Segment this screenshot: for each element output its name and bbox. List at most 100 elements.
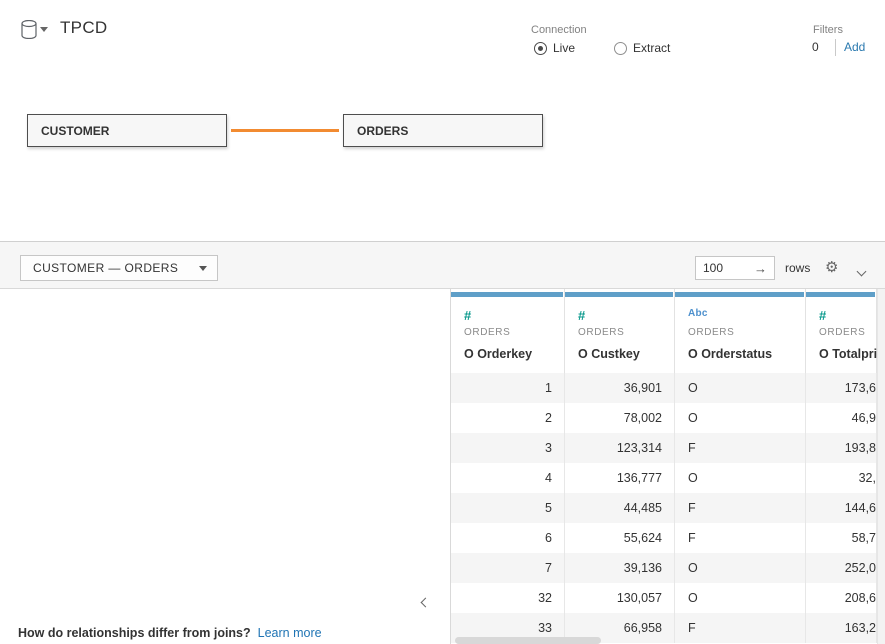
grid-cell: 6	[451, 523, 565, 553]
grid-cell: 208,6	[806, 583, 877, 613]
data-preview-grid: # ORDERS O Orderkey # ORDERS O Custkey Abc ORDE…	[451, 289, 877, 644]
column-field-name: O Orderkey	[464, 347, 533, 361]
grid-cell: 32	[451, 583, 565, 613]
grid-cell: F	[675, 613, 806, 643]
horizontal-scrollbar-thumb[interactable]	[455, 637, 601, 644]
page-title: TPCD	[60, 18, 108, 37]
grid-data-row: 6 55,624 F 58,7	[451, 523, 877, 553]
dropdown-caret-icon	[199, 265, 207, 271]
grid-cell: 4	[451, 463, 565, 493]
connection-section-label: Connection	[531, 24, 587, 36]
grid-cell: 55,624	[565, 523, 675, 553]
grid-cell: 32,	[806, 463, 877, 493]
grid-cell: 2	[451, 403, 565, 433]
connection-live-option[interactable]: Live	[534, 41, 575, 55]
grid-cell: 252,0	[806, 553, 877, 583]
canvas-table-customer[interactable]: CUSTOMER	[27, 114, 227, 147]
grid-cell: 78,002	[565, 403, 675, 433]
number-type-icon: #	[464, 308, 472, 323]
grid-cell: 36,901	[565, 373, 675, 403]
apply-rows-arrow-icon[interactable]: →	[754, 260, 767, 276]
grid-cell: 33	[451, 613, 565, 643]
filters-count: 0	[812, 40, 819, 54]
column-table-name: ORDERS	[819, 327, 866, 338]
canvas-table-orders[interactable]: ORDERS	[343, 114, 543, 147]
grid-data-row: 1 36,901 O 173,6	[451, 373, 877, 403]
grid-cell: 144,6	[806, 493, 877, 523]
relationship-selector-label: CUSTOMER — ORDERS	[33, 261, 179, 275]
column-table-name: ORDERS	[578, 327, 625, 338]
grid-column-header[interactable]: # ORDERS O Custkey	[565, 289, 675, 373]
grid-data-row: 2 78,002 O 46,9	[451, 403, 877, 433]
string-type-icon: Abc	[688, 308, 708, 319]
column-accent-bar	[806, 292, 875, 297]
grid-column-header[interactable]: # ORDERS O Orderkey	[451, 289, 565, 373]
number-type-icon: #	[819, 308, 827, 323]
grid-cell: 193,8	[806, 433, 877, 463]
number-type-icon: #	[578, 308, 586, 323]
grid-cell: 123,314	[565, 433, 675, 463]
column-table-name: ORDERS	[464, 327, 511, 338]
grid-cell: 66,958	[565, 613, 675, 643]
relationship-noodle[interactable]	[231, 129, 339, 132]
filters-section-label: Filters	[813, 24, 843, 36]
row-count-input[interactable]	[703, 261, 754, 275]
row-count-box[interactable]: →	[695, 256, 775, 280]
column-accent-bar	[451, 292, 563, 297]
grid-cell: 1	[451, 373, 565, 403]
grid-cell: 163,2	[806, 613, 877, 643]
grid-data-row: 32 130,057 O 208,6	[451, 583, 877, 613]
relationship-edit-panel: How do relationships differ from joins? L…	[0, 289, 451, 644]
live-radio-label: Live	[553, 41, 576, 55]
extract-radio-label: Extract	[633, 41, 671, 55]
column-accent-bar	[565, 292, 673, 297]
grid-cell: O	[675, 583, 806, 613]
grid-cell: O	[675, 403, 806, 433]
collapse-panel-chevron-icon[interactable]	[420, 593, 431, 611]
column-accent-bar	[675, 292, 804, 297]
live-radio[interactable]	[534, 41, 547, 55]
grid-cell: 130,057	[565, 583, 675, 613]
database-icon[interactable]	[21, 20, 37, 39]
relationship-selector-dropdown[interactable]: CUSTOMER — ORDERS	[20, 255, 218, 281]
grid-header-row: # ORDERS O Orderkey # ORDERS O Custkey Abc ORDE…	[451, 289, 877, 373]
grid-cell: F	[675, 523, 806, 553]
grid-body: 1 36,901 O 173,6 2 78,002 O 46,9 3 123,314 F 193,8 4…	[451, 373, 877, 643]
grid-cell: F	[675, 433, 806, 463]
extract-radio[interactable]	[614, 41, 627, 55]
learn-more-link[interactable]: Learn more	[257, 626, 322, 640]
grid-cell: 44,485	[565, 493, 675, 523]
collapse-preview-chevron-icon[interactable]	[856, 262, 867, 280]
preview-toolbar: CUSTOMER — ORDERS → rows ⚙	[0, 241, 885, 289]
relationship-help-text: How do relationships differ from joins? L…	[18, 626, 322, 640]
grid-cell: 5	[451, 493, 565, 523]
vertical-scrollbar[interactable]	[877, 289, 885, 644]
grid-cell: 58,7	[806, 523, 877, 553]
grid-cell: 7	[451, 553, 565, 583]
grid-data-row: 3 123,314 F 193,8	[451, 433, 877, 463]
column-field-name: O Orderstatus	[688, 347, 773, 361]
grid-cell: O	[675, 463, 806, 493]
grid-cell: 3	[451, 433, 565, 463]
column-field-name: O Totalprice	[819, 347, 877, 361]
grid-column-header[interactable]: Abc ORDERS O Orderstatus	[675, 289, 806, 373]
grid-column-header[interactable]: # ORDERS O Totalprice	[806, 289, 877, 373]
column-field-name: O Custkey	[578, 347, 640, 361]
database-menu-caret-icon[interactable]	[40, 27, 48, 32]
help-question-text: How do relationships differ from joins?	[18, 626, 251, 640]
grid-data-row: 7 39,136 O 252,0	[451, 553, 877, 583]
grid-cell: 136,777	[565, 463, 675, 493]
filters-divider	[835, 39, 836, 56]
grid-cell: 46,9	[806, 403, 877, 433]
grid-data-row: 4 136,777 O 32,	[451, 463, 877, 493]
grid-cell: 39,136	[565, 553, 675, 583]
grid-cell: F	[675, 493, 806, 523]
grid-data-row: 5 44,485 F 144,6	[451, 493, 877, 523]
grid-cell: O	[675, 553, 806, 583]
grid-cell: 173,6	[806, 373, 877, 403]
grid-settings-gear-icon[interactable]: ⚙	[825, 259, 839, 276]
connection-extract-option[interactable]: Extract	[614, 41, 670, 55]
grid-cell: O	[675, 373, 806, 403]
filters-add-link[interactable]: Add	[844, 40, 866, 54]
